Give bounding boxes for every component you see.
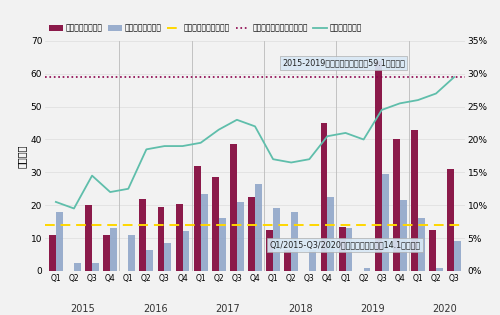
Bar (346, 228, 352, 271)
Bar (436, 268, 443, 271)
Legend: 新增供应（左轴）, 净吸纳量（左轴）, 季均净吸纳量（左轴）, 年度平均净吸纳量（左轴）, 空置率（右轴）: 新增供应（左轴）, 净吸纳量（左轴）, 季均净吸纳量（左轴）, 年度平均净吸纳量… (49, 24, 362, 32)
Text: 2016: 2016 (143, 304, 168, 314)
Bar (182, 232, 190, 271)
Bar (266, 230, 273, 271)
Bar (104, 235, 110, 271)
Bar (219, 218, 226, 271)
Bar (110, 228, 117, 271)
Bar (454, 241, 461, 271)
Bar (146, 249, 154, 271)
Text: Q1/2015-Q3/2020季度平均净吸纳量为14.1万平方米: Q1/2015-Q3/2020季度平均净吸纳量为14.1万平方米 (270, 241, 420, 249)
Bar (448, 169, 454, 271)
Bar (255, 184, 262, 271)
Bar (200, 194, 207, 271)
Bar (375, 61, 382, 271)
Bar (158, 207, 164, 271)
Bar (85, 205, 92, 271)
Bar (393, 140, 400, 271)
Bar (338, 226, 345, 271)
Bar (74, 263, 81, 271)
Bar (164, 243, 172, 271)
Bar (140, 199, 146, 271)
Text: 2015-2019年度平均净吸纳量为59.1万平方米: 2015-2019年度平均净吸纳量为59.1万平方米 (282, 58, 405, 67)
Text: 2019: 2019 (360, 304, 385, 314)
Bar (273, 209, 280, 271)
Bar (320, 123, 328, 271)
Bar (194, 166, 200, 271)
Bar (382, 174, 388, 271)
Bar (237, 202, 244, 271)
Bar (418, 218, 425, 271)
Text: 2015: 2015 (70, 304, 96, 314)
Text: 2018: 2018 (288, 304, 312, 314)
Text: 2020: 2020 (432, 304, 458, 314)
Text: 2017: 2017 (216, 304, 240, 314)
Bar (364, 268, 370, 271)
Bar (212, 177, 219, 271)
Bar (310, 249, 316, 271)
Y-axis label: 万平方米: 万平方米 (16, 144, 26, 168)
Bar (328, 197, 334, 271)
Bar (291, 212, 298, 271)
Bar (284, 249, 291, 271)
Bar (49, 235, 56, 271)
Bar (230, 144, 237, 271)
Bar (411, 130, 418, 271)
Bar (128, 235, 135, 271)
Bar (400, 200, 406, 271)
Bar (92, 263, 99, 271)
Bar (176, 203, 182, 271)
Bar (56, 212, 62, 271)
Bar (248, 197, 255, 271)
Bar (429, 230, 436, 271)
